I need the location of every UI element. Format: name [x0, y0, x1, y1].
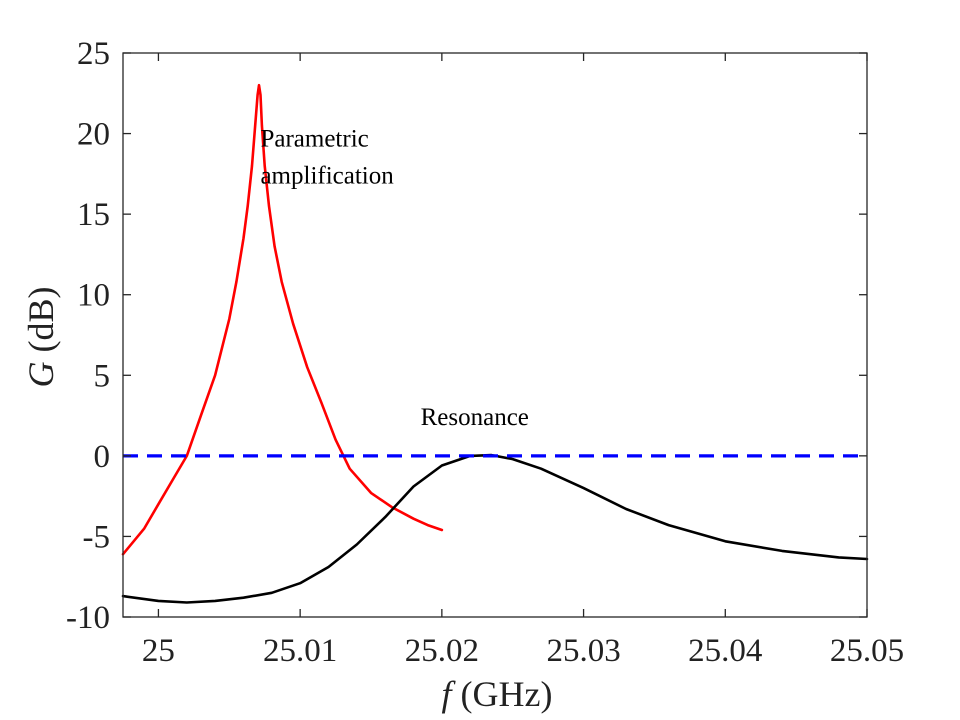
series-line-2 [121, 453, 869, 604]
x-tick-label: 25.03 [546, 633, 620, 669]
annotation-line: Parametric [260, 125, 368, 152]
y-tick-label: -5 [83, 519, 111, 555]
y-tick-label: 10 [77, 278, 110, 314]
y-axis-label: G (dB) [21, 287, 61, 388]
x-tick-label: 25.04 [688, 633, 762, 669]
x-tick-label: 25 [142, 633, 175, 669]
x-tick-label: 25.02 [405, 633, 479, 669]
x-tick-label: 25.05 [830, 633, 904, 669]
plot-frame [122, 52, 868, 618]
labels-layer: 25 25.01 25.02 25.03 25.04 25.05 -10 -5 0 5 10 15 20… [66, 36, 904, 669]
x-axis-label: f (GHz) [442, 674, 553, 714]
y-tick-label: 20 [77, 117, 110, 153]
y-axis-label-unit: (dB) [21, 287, 61, 362]
y-tick-label: 25 [77, 36, 110, 72]
axes-layer [122, 52, 868, 618]
annotation-line: amplification [260, 162, 394, 189]
annotation-2: Resonance [421, 404, 529, 431]
y-tick-label: -10 [66, 600, 110, 636]
x-axis-label-unit: (GHz) [452, 674, 553, 714]
y-axis-label-symbol: G [21, 362, 61, 388]
series-line-1 [121, 83, 444, 556]
x-tick-label: 25.01 [263, 633, 337, 669]
annotation-line: Resonance [421, 404, 529, 431]
y-tick-label: 0 [94, 439, 111, 475]
annotation-1: Parametric amplification [260, 125, 394, 189]
y-tick-label: 15 [77, 197, 110, 233]
y-tick-label: 5 [94, 358, 111, 394]
series-layer [121, 83, 869, 604]
